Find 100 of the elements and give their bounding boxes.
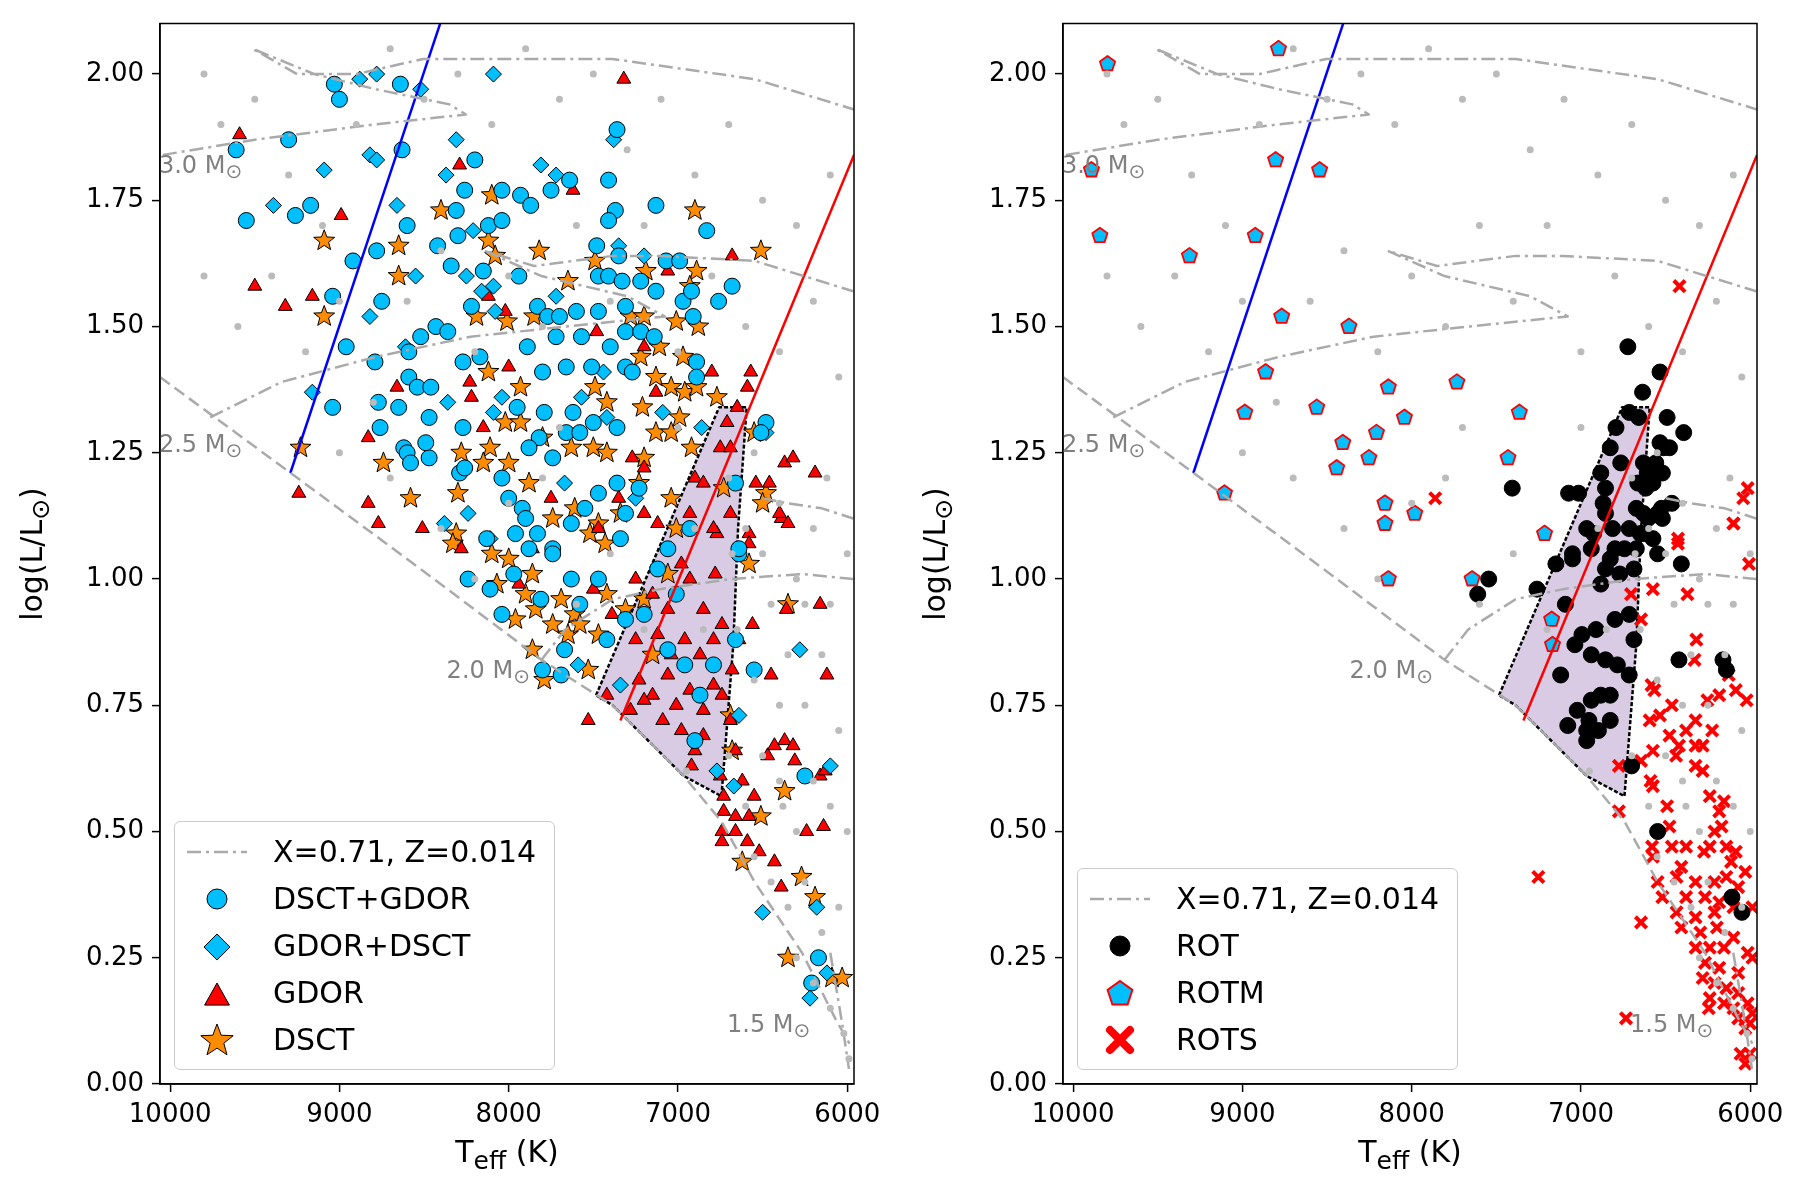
point	[1367, 423, 1385, 440]
x-tick-label: 6000	[1717, 1098, 1784, 1129]
y-tick-label: 0.00	[989, 1066, 1047, 1097]
legend-label: ROTS	[1176, 1022, 1258, 1057]
legend-label: ROT	[1176, 928, 1239, 963]
y-tick-label: 1.00	[989, 561, 1047, 592]
point	[407, 267, 425, 285]
point	[315, 161, 333, 179]
point	[1246, 226, 1264, 244]
x-tick-label: 9000	[1209, 1098, 1276, 1129]
y-tick-label: 0.25	[86, 940, 144, 971]
point	[447, 131, 465, 149]
point	[547, 287, 565, 305]
legend-label: GDOR	[273, 975, 364, 1010]
annotation: 1.5 M$_{⊙}$	[1629, 1009, 1714, 1043]
point	[818, 964, 836, 982]
point	[791, 641, 809, 659]
point	[368, 151, 386, 169]
point	[754, 903, 772, 921]
point	[1273, 307, 1291, 324]
point	[1376, 494, 1394, 511]
point	[1091, 226, 1109, 244]
point	[572, 388, 590, 406]
y-tick-label: 2.00	[989, 56, 1047, 87]
point	[484, 403, 502, 421]
point	[264, 196, 282, 214]
point	[439, 393, 457, 411]
y-tick-label: 0.00	[86, 1066, 144, 1097]
point	[1395, 408, 1413, 425]
point	[303, 383, 321, 401]
x-tick-label: 8000	[475, 1098, 542, 1129]
x-tick-label: 10000	[1031, 1098, 1115, 1129]
y-tick-label: 0.75	[989, 688, 1047, 719]
y-tick-label: 1.50	[86, 309, 144, 340]
point	[493, 388, 511, 406]
y-tick-label: 1.25	[86, 435, 144, 466]
x-tick-label: 9000	[306, 1098, 373, 1129]
legend-label: DSCT	[273, 1022, 355, 1057]
x-tick-label: 7000	[644, 1098, 712, 1129]
legend-label: ROTM	[1176, 975, 1265, 1010]
legend-label: DSCT+GDOR	[273, 881, 471, 916]
legend-label: X=0.71, Z=0.014	[1176, 881, 1440, 916]
x-axis-title: T$_{eff}$ (K)	[1357, 1134, 1463, 1175]
point	[473, 282, 491, 300]
legend-label: X=0.71, Z=0.014	[273, 834, 537, 869]
point	[459, 504, 477, 522]
point	[388, 196, 406, 214]
point	[1308, 398, 1326, 415]
point	[1267, 151, 1285, 168]
point	[808, 898, 826, 916]
point	[464, 222, 482, 240]
point	[1311, 161, 1329, 178]
point	[1328, 459, 1346, 476]
point	[1180, 246, 1198, 264]
y-tick-label: 1.75	[86, 183, 144, 214]
point	[801, 989, 819, 1007]
annotation: 2.0 M$_{⊙}$	[1349, 655, 1433, 688]
y-tick-label: 1.25	[989, 435, 1047, 466]
point	[1360, 448, 1378, 466]
point	[1406, 504, 1424, 521]
point	[1463, 570, 1481, 587]
point	[547, 166, 565, 184]
point	[1257, 363, 1275, 380]
x-tick-label: 10000	[128, 1098, 212, 1129]
point	[821, 757, 839, 775]
point	[556, 474, 574, 492]
point	[1236, 403, 1254, 420]
y-tick-label: 1.00	[86, 561, 144, 592]
point	[1099, 55, 1117, 72]
point	[437, 166, 455, 184]
point	[457, 267, 475, 285]
y-tick-label: 1.50	[989, 309, 1047, 340]
point	[361, 307, 379, 325]
legend-label: GDOR+DSCT	[273, 928, 471, 963]
point	[532, 156, 550, 174]
x-tick-label: 7000	[1547, 1098, 1615, 1129]
point	[1334, 433, 1352, 451]
point	[484, 65, 502, 83]
annotation: 1.5 M$_{⊙}$	[726, 1009, 811, 1043]
x-axis-title: T$_{eff}$ (K)	[454, 1134, 560, 1175]
y-tick-label: 0.75	[86, 688, 144, 719]
point	[594, 363, 612, 381]
point	[1379, 570, 1397, 587]
point	[1379, 378, 1397, 395]
y-tick-label: 0.50	[86, 814, 144, 845]
line-series	[1064, 47, 1757, 157]
point	[569, 656, 587, 674]
x-tick-label: 6000	[814, 1098, 881, 1129]
annotation: 2.0 M$_{⊙}$	[446, 655, 530, 688]
y-tick-label: 0.50	[989, 814, 1047, 845]
point	[484, 277, 502, 295]
point	[1340, 317, 1358, 334]
line-series	[161, 47, 854, 157]
y-tick-label: 2.00	[86, 56, 144, 87]
point	[1376, 514, 1394, 531]
x-tick-label: 8000	[1378, 1098, 1445, 1129]
y-tick-label: 1.75	[989, 183, 1047, 214]
point	[1269, 39, 1287, 57]
point	[1448, 373, 1466, 390]
y-tick-label: 0.25	[989, 940, 1047, 971]
